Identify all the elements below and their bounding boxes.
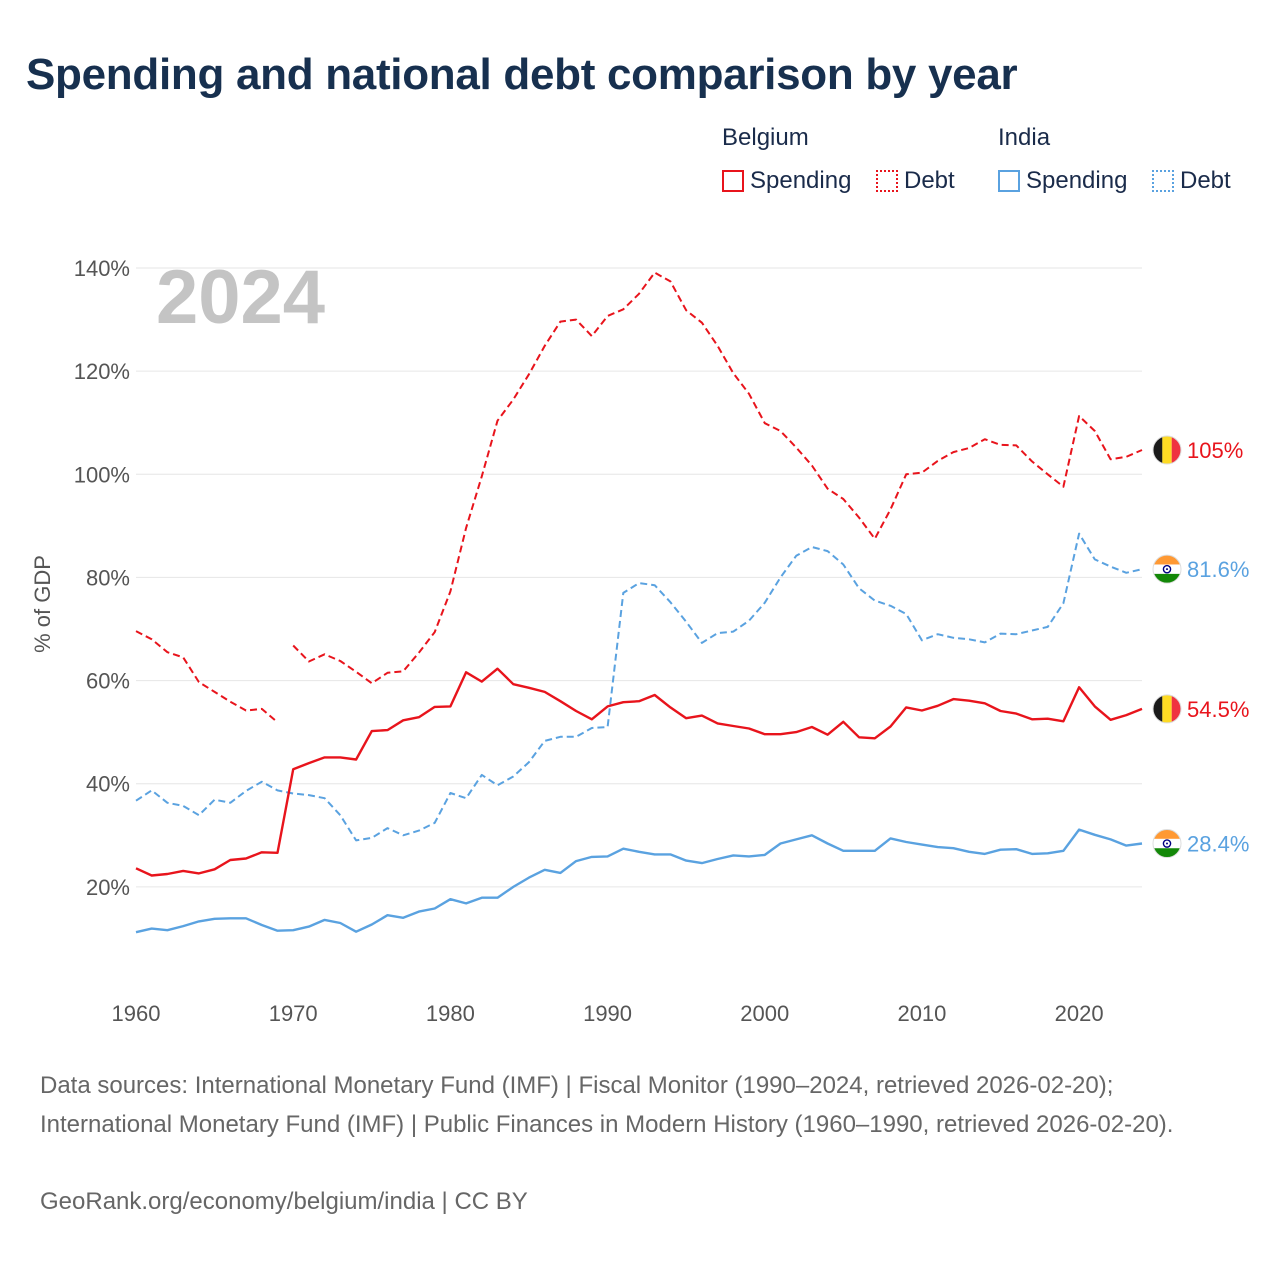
x-tick-label: 2010 xyxy=(897,1001,946,1026)
y-axis-label: % of GDP xyxy=(30,555,55,653)
y-axis-ticks: 20% 40% 60% 80% 100% 120% 140% xyxy=(74,256,130,900)
legend-label: Spending xyxy=(1026,167,1128,194)
legend-label: Debt xyxy=(904,167,955,194)
y-tick-label: 80% xyxy=(86,565,130,590)
series-end-markers: 105% 81.6% 54.5% 28.4% xyxy=(1152,435,1249,859)
y-tick-label: 60% xyxy=(86,669,130,694)
legend-belgium-spending[interactable]: Spending xyxy=(722,166,851,196)
legend-group-belgium: Belgium xyxy=(722,124,809,151)
x-tick-label: 1970 xyxy=(269,1001,318,1026)
y-tick-label: 100% xyxy=(74,462,130,487)
india-flag-icon xyxy=(1152,554,1182,584)
legend-label: Spending xyxy=(750,167,852,194)
y-tick-label: 40% xyxy=(86,772,130,797)
y-tick-label: 20% xyxy=(86,875,130,900)
legend-group-india: India xyxy=(998,124,1051,151)
x-tick-label: 1980 xyxy=(426,1001,475,1026)
india-flag-icon xyxy=(1152,829,1182,859)
belgium-flag-icon xyxy=(1152,694,1182,724)
gridlines xyxy=(136,267,1142,888)
data-sources: Data sources: International Monetary Fun… xyxy=(40,1072,1174,1138)
belgium-debt-line[interactable] xyxy=(135,271,1143,724)
dotted-swatch-icon xyxy=(876,170,898,192)
legend-belgium-debt[interactable]: Debt xyxy=(876,166,955,196)
year-watermark: 2024 xyxy=(156,255,325,340)
india-spending-line[interactable] xyxy=(135,828,1143,934)
india-debt-line[interactable] xyxy=(135,532,1143,842)
belgium-spending-line[interactable] xyxy=(135,667,1143,877)
solid-swatch-icon xyxy=(998,170,1020,192)
x-tick-label: 1990 xyxy=(583,1001,632,1026)
belgium-flag-icon xyxy=(1152,435,1182,465)
series-lines xyxy=(135,271,1143,934)
y-tick-label: 120% xyxy=(74,359,130,384)
legend-india-debt[interactable]: Debt xyxy=(1152,166,1231,196)
x-tick-label: 2020 xyxy=(1055,1001,1104,1026)
india-debt-end-label: 81.6% xyxy=(1187,557,1249,582)
y-tick-label: 140% xyxy=(74,256,130,281)
x-tick-label: 1960 xyxy=(112,1001,161,1026)
india-spending-end-label: 28.4% xyxy=(1187,832,1249,857)
belgium-spending-end-label: 54.5% xyxy=(1187,697,1249,722)
legend-india-spending[interactable]: Spending xyxy=(998,166,1127,196)
x-axis-ticks: 1960 1970 1980 1990 2000 2010 2020 xyxy=(112,1001,1104,1026)
belgium-debt-end-label: 105% xyxy=(1187,438,1243,463)
solid-swatch-icon xyxy=(722,170,744,192)
legend-label: Debt xyxy=(1180,167,1231,194)
line-chart: 2024 20%40%60%80%100%120%140% 1960 1970 19… xyxy=(30,255,1249,1026)
x-tick-label: 2000 xyxy=(740,1001,789,1026)
credit-link[interactable]: GeoRank.org/economy/belgium/india | CC B… xyxy=(40,1188,528,1215)
chart-title: Spending and national debt comparison by… xyxy=(26,50,1018,99)
dotted-swatch-icon xyxy=(1152,170,1174,192)
